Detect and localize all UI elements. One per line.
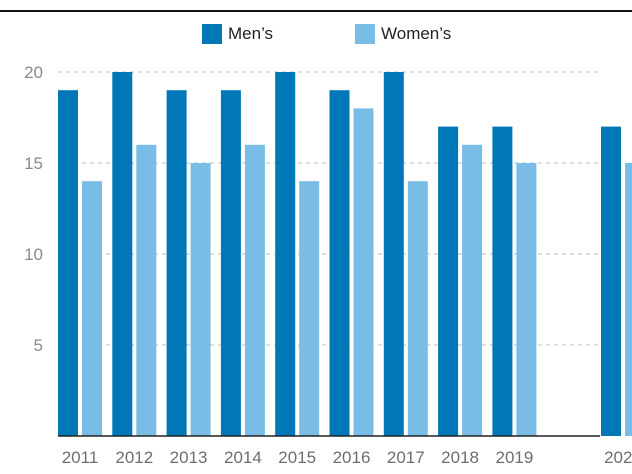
legend-item-mens: Men’s [202,24,273,44]
bar-womens-2018 [462,144,483,437]
x-tick-label-2011: 2011 [62,448,99,467]
x-tick-label-2017: 2017 [387,448,425,467]
bar-mens-2014 [220,90,241,436]
bar-mens-2012 [112,72,133,436]
bar-womens-2013 [190,163,211,436]
x-tick-label-2014: 2014 [224,448,262,467]
bar-womens-2011 [82,181,102,436]
legend-label-mens: Men’s [228,24,274,43]
bar-womens-2016 [353,108,374,437]
bar-womens-2019 [516,163,537,436]
x-tick-label-2016: 2016 [333,448,371,467]
top-rule [0,0,632,12]
x-tick-label-2019: 2019 [495,448,533,467]
bar-womens-2012 [136,144,157,437]
y-tick-label-10: 10 [24,245,43,264]
legend-label-womens: Women’s [381,24,452,43]
bar-mens-2011 [58,90,78,436]
x-tick-label-2021: 2021 [604,448,632,467]
y-tick-label-20: 20 [24,63,43,82]
x-tick-label-2018: 2018 [441,448,479,467]
x-tick-label-2013: 2013 [170,448,208,467]
bar-mens-2016 [329,90,350,436]
bar-mens-2018 [438,126,459,436]
bar-womens-2015 [299,181,320,436]
bar-mens-2013 [166,90,187,436]
bar-mens-2019 [492,126,513,436]
bar-womens-2017 [407,181,428,436]
legend-swatch-womens [355,24,375,44]
bar-womens-2021 [625,163,632,436]
y-tick-label-15: 15 [24,154,43,173]
bar-womens-2014 [244,144,265,437]
y-tick-label-5: 5 [34,336,43,355]
x-tick-label-2012: 2012 [115,448,153,467]
bar-mens-2021 [601,126,621,436]
legend-item-womens: Women’s [355,24,451,44]
legend-swatch-mens [202,24,222,44]
bar-mens-2015 [275,72,296,436]
legend: Men’s Women’s [0,24,632,48]
bar-mens-2017 [383,72,404,436]
x-tick-label-2015: 2015 [278,448,316,467]
